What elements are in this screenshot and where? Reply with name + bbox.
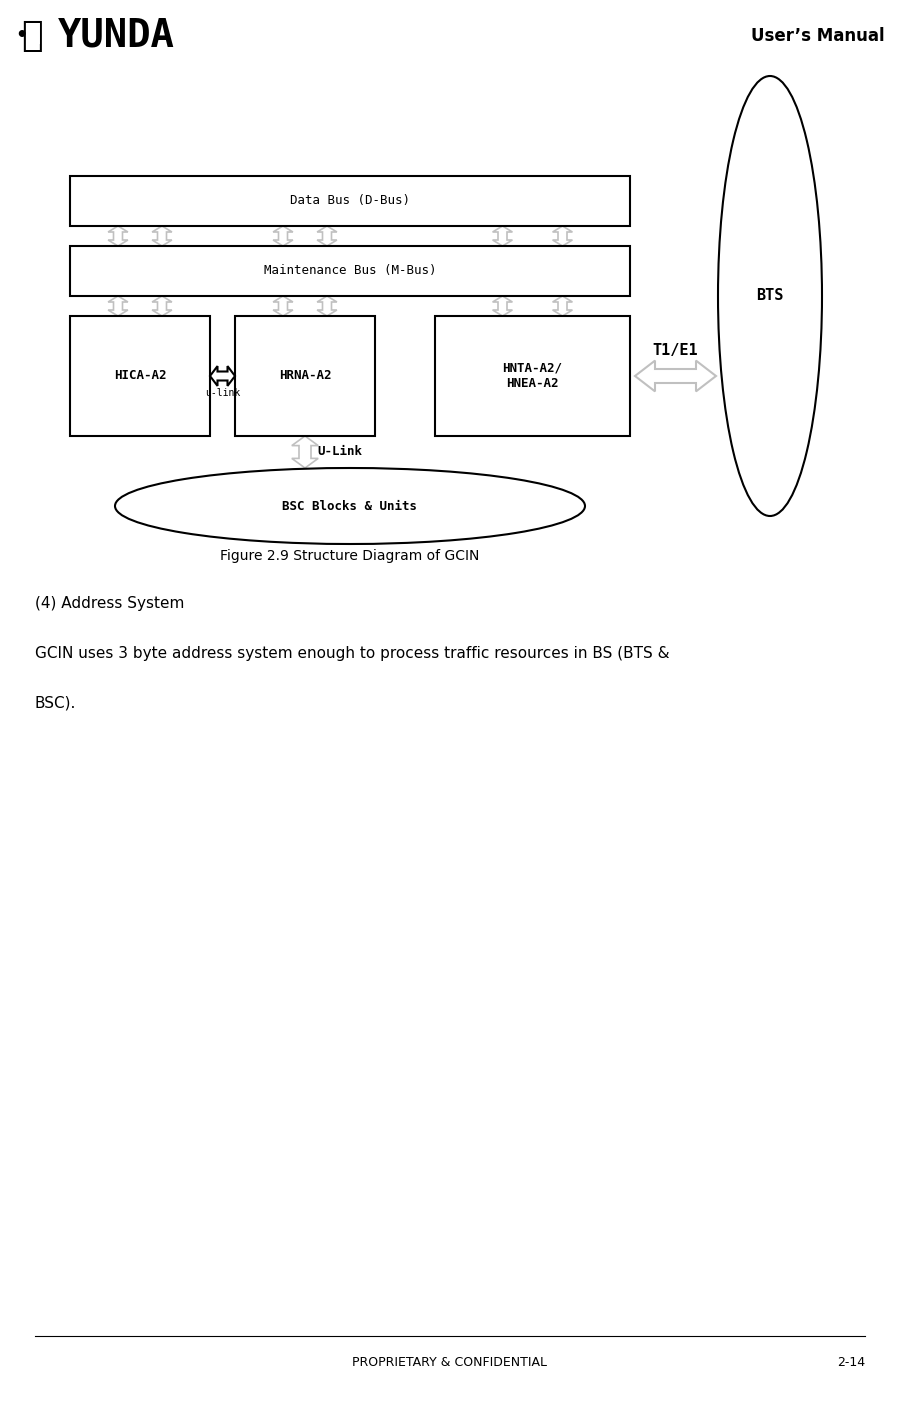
- Ellipse shape: [718, 76, 822, 516]
- Text: U-Link: U-Link: [317, 446, 362, 458]
- Text: u-link: u-link: [205, 388, 241, 398]
- Polygon shape: [273, 296, 293, 317]
- Text: GCIN uses 3 byte address system enough to process traffic resources in BS (BTS &: GCIN uses 3 byte address system enough t…: [35, 646, 669, 661]
- Text: PROPRIETARY & CONFIDENTIAL: PROPRIETARY & CONFIDENTIAL: [352, 1356, 548, 1370]
- Polygon shape: [108, 226, 128, 247]
- Bar: [70, 317, 210, 436]
- Polygon shape: [552, 226, 572, 247]
- Polygon shape: [317, 296, 337, 317]
- Text: 2-14: 2-14: [837, 1356, 865, 1370]
- Text: •: •: [15, 27, 27, 45]
- Text: ⬛: ⬛: [22, 20, 43, 53]
- Bar: [435, 317, 630, 436]
- Text: HRNA-A2: HRNA-A2: [278, 370, 332, 382]
- Text: HNTA-A2/
HNEA-A2: HNTA-A2/ HNEA-A2: [503, 361, 562, 389]
- Text: BSC).: BSC).: [35, 696, 77, 710]
- Bar: [70, 247, 630, 296]
- Text: T1/E1: T1/E1: [652, 343, 698, 359]
- Polygon shape: [552, 296, 572, 317]
- Polygon shape: [493, 296, 513, 317]
- Text: Data Bus (D-Bus): Data Bus (D-Bus): [290, 195, 410, 207]
- Text: H: H: [23, 22, 41, 50]
- Bar: [235, 317, 375, 436]
- Polygon shape: [152, 226, 172, 247]
- Polygon shape: [317, 226, 337, 247]
- Text: BTS: BTS: [756, 289, 784, 304]
- Text: YUNDA: YUNDA: [58, 17, 175, 55]
- Text: BSC Blocks & Units: BSC Blocks & Units: [283, 500, 417, 513]
- Text: Maintenance Bus (M-Bus): Maintenance Bus (M-Bus): [264, 265, 436, 277]
- Text: Figure 2.9 Structure Diagram of GCIN: Figure 2.9 Structure Diagram of GCIN: [221, 549, 479, 563]
- Polygon shape: [292, 436, 318, 468]
- Text: User’s Manual: User’s Manual: [751, 27, 885, 45]
- Text: HICA-A2: HICA-A2: [114, 370, 167, 382]
- Polygon shape: [210, 366, 235, 385]
- Polygon shape: [108, 296, 128, 317]
- Polygon shape: [635, 360, 716, 391]
- Polygon shape: [152, 296, 172, 317]
- Ellipse shape: [115, 468, 585, 544]
- Polygon shape: [493, 226, 513, 247]
- Text: (4) Address System: (4) Address System: [35, 595, 185, 611]
- Polygon shape: [273, 226, 293, 247]
- Bar: [70, 177, 630, 226]
